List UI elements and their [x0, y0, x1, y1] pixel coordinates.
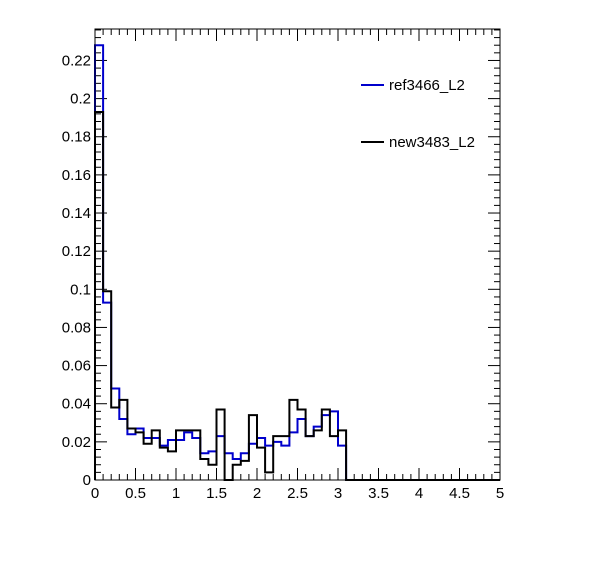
y-tick-label: 0	[83, 472, 91, 489]
y-tick-label: 0.02	[62, 434, 91, 451]
x-tick-label: 0	[91, 485, 99, 502]
y-tick-label: 0.16	[62, 167, 91, 184]
y-tick-labels: 0 0.02 0.04 0.06 0.08 0.1 0.12 0.14 0.16 0.18 0.2 0…	[62, 52, 91, 489]
y-tick-label: 0.04	[62, 396, 91, 413]
plot-frame	[94, 28, 501, 481]
legend-label-new: new3483_L2	[389, 134, 475, 151]
y-tick-label: 0.12	[62, 243, 91, 260]
y-tick-label: 0.06	[62, 358, 91, 375]
x-tick-label: 3.5	[368, 485, 389, 502]
x-tick-label: 4.5	[449, 485, 470, 502]
x-tick-label: 5	[496, 485, 504, 502]
axis-ticks	[94, 29, 501, 481]
x-tick-label: 0.5	[125, 485, 146, 502]
x-tick-label: 2.5	[287, 485, 308, 502]
legend: ref3466_L2 new3483_L2	[361, 77, 475, 151]
y-tick-label: 0.22	[62, 52, 91, 69]
legend-label-ref: ref3466_L2	[389, 77, 465, 94]
y-tick-label: 0.18	[62, 129, 91, 146]
x-tick-label: 1	[172, 485, 180, 502]
x-tick-label: 2	[253, 485, 261, 502]
y-tick-label: 0.14	[62, 205, 91, 222]
y-tick-label: 0.1	[70, 281, 91, 298]
x-tick-label: 3	[334, 485, 342, 502]
x-tick-label: 1.5	[206, 485, 227, 502]
y-tick-label: 0.08	[62, 319, 91, 336]
x-tick-labels: 0 0.5 1 1.5 2 2.5 3 3.5 4 4.5 5	[91, 485, 504, 502]
y-tick-label: 0.2	[70, 91, 91, 108]
x-tick-label: 4	[415, 485, 423, 502]
